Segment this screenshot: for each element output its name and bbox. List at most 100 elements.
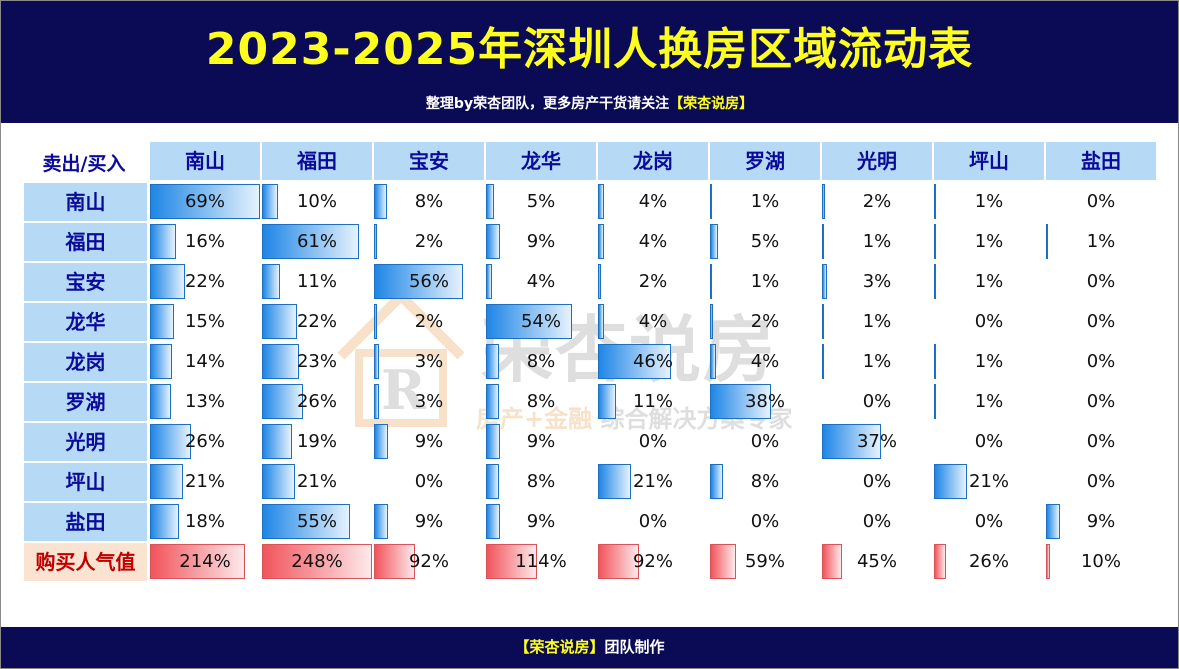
flow-value: 37% (856, 431, 897, 452)
flow-bar (710, 264, 712, 299)
flow-value: 2% (414, 231, 444, 252)
corner-label: 卖出/买入 (42, 153, 126, 175)
flow-value: 9% (414, 511, 444, 532)
flow-value: 9% (526, 231, 556, 252)
flow-value: 9% (526, 511, 556, 532)
flow-bar (1046, 504, 1061, 539)
subtitle-brand: 【荣杏说房】 (669, 96, 754, 112)
flow-value: 8% (526, 471, 556, 492)
column-header: 坪山 (933, 141, 1045, 181)
flow-value: 61% (296, 231, 337, 252)
flow-bar (710, 184, 712, 219)
footer-banner: 【荣杏说房】团队制作 (1, 627, 1178, 668)
flow-value: 56% (408, 271, 449, 292)
column-header: 龙华 (485, 141, 597, 181)
flow-bar (374, 264, 464, 299)
flow-value: 0% (414, 471, 444, 492)
flow-bar (262, 424, 293, 459)
flow-bar (262, 224, 360, 259)
flow-value: 26% (184, 431, 225, 452)
flow-value: 1% (974, 191, 1004, 212)
flow-bar (262, 464, 296, 499)
page-subtitle: 整理by荣杏团队，更多房产干货请关注【荣杏说房】 (1, 93, 1178, 113)
flow-value: 26% (296, 391, 337, 412)
flow-value: 5% (526, 191, 556, 212)
popularity-value: 92% (632, 551, 673, 572)
flow-value: 0% (1086, 271, 1116, 292)
flow-bar (486, 304, 573, 339)
flow-bar (822, 184, 826, 219)
flow-value: 54% (520, 311, 561, 332)
flow-bar (374, 504, 389, 539)
flow-value: 23% (296, 351, 337, 372)
row-header: 龙华 (23, 302, 148, 342)
flow-value: 1% (974, 231, 1004, 252)
flow-value: 8% (526, 391, 556, 412)
column-header: 盐田 (1045, 141, 1157, 181)
popularity-value: 114% (515, 551, 567, 572)
flow-bar (598, 464, 632, 499)
flow-bar (934, 264, 936, 299)
column-header: 南山 (149, 141, 261, 181)
flow-value: 55% (296, 511, 337, 532)
column-header: 光明 (821, 141, 933, 181)
flow-value: 0% (750, 431, 780, 452)
flow-bar (822, 304, 824, 339)
flow-value: 3% (414, 351, 444, 372)
flow-bar (598, 344, 672, 379)
column-header: 龙岗 (597, 141, 709, 181)
flow-value: 69% (184, 191, 225, 212)
popularity-bar (262, 544, 372, 579)
flow-bar (262, 304, 298, 339)
row-header: 南山 (23, 182, 148, 222)
popularity-bar (710, 544, 737, 579)
flow-bar (822, 344, 824, 379)
flow-value: 1% (750, 191, 780, 212)
flow-bar (710, 304, 714, 339)
flow-bar (374, 384, 379, 419)
popularity-bar (822, 544, 842, 579)
popularity-value: 59% (744, 551, 785, 572)
flow-value: 1% (862, 351, 892, 372)
flow-value: 22% (296, 311, 337, 332)
flow-value: 1% (750, 271, 780, 292)
flow-value: 22% (184, 271, 225, 292)
flow-value: 0% (638, 431, 668, 452)
flow-bar (822, 224, 824, 259)
flow-bar (1046, 224, 1048, 259)
flow-bar (934, 384, 936, 419)
row-header: 罗湖 (23, 382, 148, 422)
row-header: 坪山 (23, 462, 148, 502)
flow-value: 1% (1086, 231, 1116, 252)
flow-bar (598, 264, 602, 299)
flow-value: 4% (526, 271, 556, 292)
flow-bar (150, 424, 192, 459)
flow-bar (822, 264, 827, 299)
flow-value: 18% (184, 511, 225, 532)
popularity-value: 10% (1080, 551, 1121, 572)
flow-value: 8% (526, 351, 556, 372)
flow-value: 2% (414, 311, 444, 332)
flow-value: 0% (638, 511, 668, 532)
flow-value: 0% (1086, 391, 1116, 412)
flow-value: 1% (862, 231, 892, 252)
flow-bar (150, 344, 173, 379)
flow-value: 0% (1086, 431, 1116, 452)
flow-bar (934, 344, 936, 379)
flow-value: 0% (750, 511, 780, 532)
flow-bar (150, 504, 179, 539)
popularity-bar (598, 544, 639, 579)
flow-bar (934, 224, 936, 259)
flow-value: 11% (632, 391, 673, 412)
flow-bar (486, 184, 494, 219)
flow-bar (262, 504, 350, 539)
popularity-bar (150, 544, 245, 579)
column-header: 福田 (261, 141, 373, 181)
popularity-value: 92% (408, 551, 449, 572)
flow-value: 9% (526, 431, 556, 452)
flow-bar (150, 184, 260, 219)
flow-value: 2% (750, 311, 780, 332)
flow-value: 10% (296, 191, 337, 212)
flow-bar (374, 184, 387, 219)
popularity-bar (934, 544, 946, 579)
